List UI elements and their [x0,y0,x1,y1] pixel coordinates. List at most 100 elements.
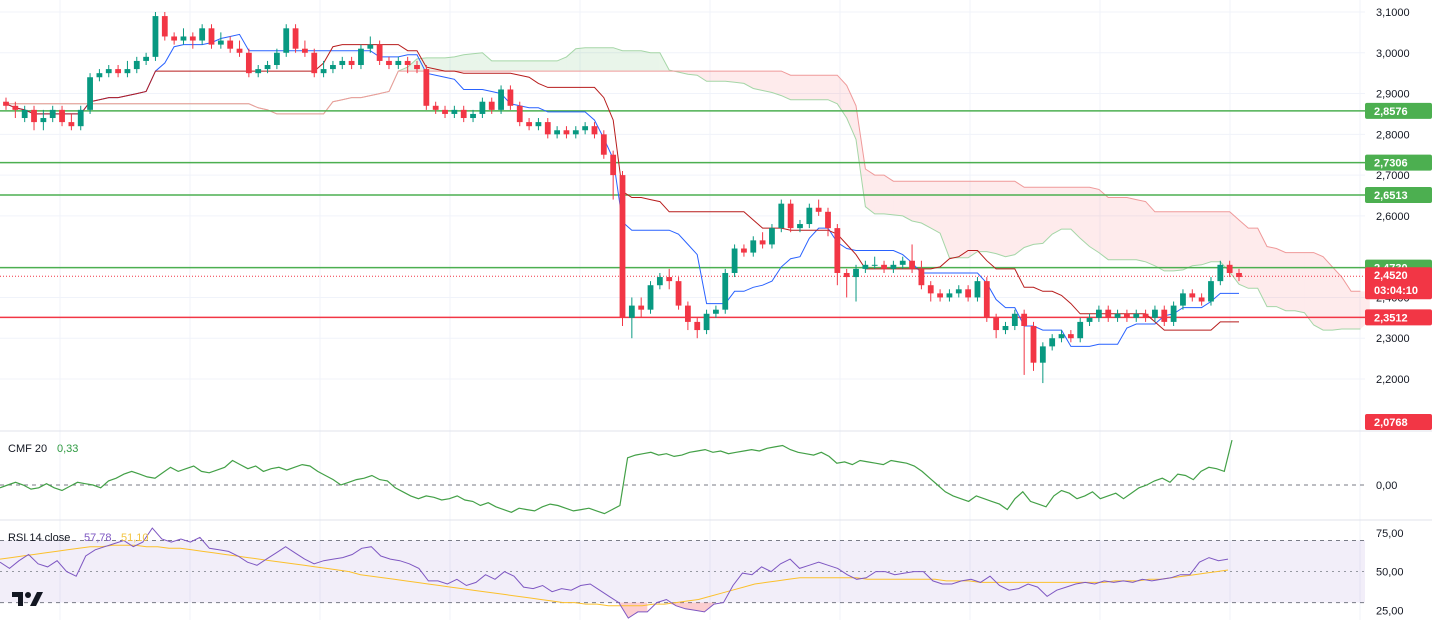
candle-body [273,52,280,66]
level-tag-bg [1365,309,1432,326]
cloud-segment [1332,266,1342,331]
candle-body [96,73,103,78]
candle-body [787,203,794,229]
candle-body [12,105,19,110]
cloud-segment [1089,187,1099,253]
candle-body [1039,346,1046,363]
candlestick-series [3,12,1242,384]
candle-body [825,211,831,229]
price-tick-label: 2,7000 [1376,170,1410,182]
cloud-segment [1313,252,1324,331]
cloud-segment [977,181,987,252]
cloud-segment [603,47,614,72]
cloud-segment [818,75,828,100]
candle-body [143,56,150,61]
candle-body [1086,317,1093,322]
candle-body [563,130,570,135]
candle-body [105,69,112,74]
candle-body [348,60,355,66]
candle-body [769,228,775,245]
cloud-segment [734,71,744,84]
cloud-segment [799,75,810,100]
cloud-segment [1154,211,1165,271]
candle-body [124,69,131,74]
candle-body [283,28,290,53]
candle-body [152,16,159,57]
cloud-segment [809,75,819,100]
candle-body [647,285,654,310]
candle-body [292,28,299,49]
cloud-segment [1341,277,1352,330]
candle-body [339,60,346,66]
cloud-segment [1239,219,1249,289]
cloud-segment [538,60,548,72]
candle-body [927,285,934,294]
candle-body [899,260,906,265]
candle-body [694,321,701,331]
candle-body [572,130,579,135]
cloud-segment [473,52,483,72]
candle-body [974,281,981,298]
candle-body [1011,313,1018,326]
cloud-segment [1108,197,1118,260]
candle-body [1133,313,1140,318]
candle-body [432,105,439,110]
cloud-segment [1145,201,1155,266]
cloud-segment [529,60,539,72]
cloud-segment [1323,256,1333,331]
candle-body [367,44,374,49]
cloud-segment [1285,252,1296,311]
candle-body [488,101,495,110]
cloud-segment [1052,187,1062,235]
candle-body [722,272,729,310]
candle-body [965,289,972,298]
cloud-segment [771,71,782,96]
cloud-segment [1070,187,1081,239]
candle-body [862,264,869,269]
candle-body [423,69,430,106]
cloud-segment [575,47,586,72]
candle-body [245,52,252,74]
candle-body [1217,264,1224,282]
candle-body [320,69,327,74]
rsi-oversold-fill [628,602,638,619]
rsi-ma-line [0,544,1229,607]
candle-body [59,109,65,123]
cloud-segment [856,105,866,207]
cloud-segment [435,57,446,72]
candle-body [1170,305,1177,322]
candle-body [628,305,635,318]
candle-body [133,60,140,70]
candle-body [479,101,486,114]
cloud-segment [1042,187,1053,244]
cmf-line [0,439,1233,515]
candle-body [1002,325,1009,331]
candle-body [451,109,458,114]
candle-body [600,134,607,155]
candle-body [946,293,953,298]
candle-body [554,130,561,135]
price-tick-label: 3,1000 [1376,7,1410,19]
price-axis[interactable]: 3,10003,00002,90002,80002,70002,60002,40… [1365,7,1432,617]
cloud-segment [762,71,772,93]
cloud-segment [641,50,651,72]
cloud-segment [1033,187,1043,245]
last-price-tag: 2,4520 [1374,270,1408,282]
candle-body [656,277,663,286]
candle-body [713,309,719,314]
cloud-segment [1182,211,1193,270]
candle-body [759,240,766,245]
cloud-segment [1024,187,1034,248]
cloud-segment [1267,246,1277,307]
cloud-segment [697,71,707,82]
candle-body [1189,293,1196,298]
cloud-segment [1304,252,1314,325]
cmf-value: 0,33 [57,443,78,455]
price-tick-label: 3,0000 [1376,48,1410,60]
cloud-segment [1220,211,1230,272]
cloud-segment [454,54,464,72]
last-price-tag-bg [1365,267,1432,300]
candle-body [619,175,626,318]
candle-body [21,109,28,119]
